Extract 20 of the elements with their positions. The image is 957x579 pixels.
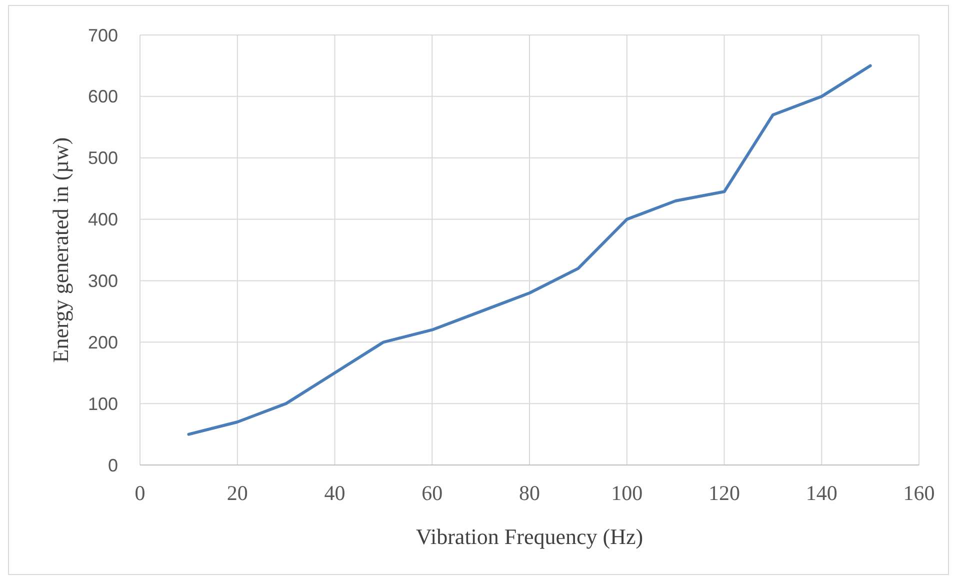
- y-axis-title: Energy generated in (µw): [48, 137, 73, 363]
- y-tick-label: 300: [88, 271, 118, 292]
- x-tick-label: 80: [519, 481, 540, 505]
- x-tick-label: 0: [134, 481, 146, 505]
- x-tick-label: 140: [806, 481, 838, 505]
- x-tick-label: 40: [324, 481, 346, 505]
- y-tick-label: 200: [88, 332, 118, 352]
- x-tick-label: 100: [611, 481, 643, 505]
- y-tick-label: 400: [88, 210, 118, 230]
- x-tick-label: 160: [903, 481, 935, 505]
- y-tick-label: 0: [108, 455, 118, 476]
- y-tick-label: 500: [88, 148, 118, 168]
- line-series: [187, 64, 872, 436]
- x-tick-label: 20: [226, 481, 248, 505]
- y-tick-label: 600: [88, 86, 118, 107]
- x-axis-title: Vibration Frequency (Hz): [416, 524, 644, 549]
- x-tick-label: 60: [422, 481, 443, 505]
- y-tick-label: 100: [88, 394, 118, 414]
- y-tick-label: 700: [88, 25, 118, 46]
- x-tick-label: 120: [708, 481, 740, 505]
